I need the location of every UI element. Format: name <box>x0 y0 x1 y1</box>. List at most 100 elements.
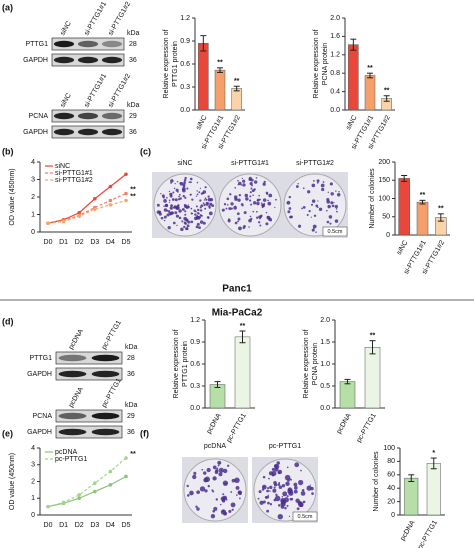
y-axis-label: PTTG1 protein <box>172 41 179 87</box>
point <box>124 198 128 203</box>
y-tick-label: 3 <box>31 462 35 469</box>
colony <box>199 209 203 212</box>
colony <box>245 197 249 201</box>
colony <box>186 494 190 497</box>
colony <box>234 221 238 225</box>
y-tick-label: 0.9 <box>180 38 190 45</box>
significance: ** <box>217 60 223 67</box>
colony <box>262 475 266 479</box>
y-tick-label: 40 <box>387 485 395 492</box>
panel-label: (c) <box>140 146 151 156</box>
colony <box>217 464 220 467</box>
colony <box>278 485 283 490</box>
colony <box>163 205 165 208</box>
colony <box>277 483 281 486</box>
cell-line: Mia-PaCa2 <box>212 308 263 319</box>
legend-label: pc-PTTG1 <box>55 456 87 463</box>
colony <box>293 482 298 487</box>
point <box>77 493 81 497</box>
x-tick-label: pcDNA <box>336 412 353 435</box>
y-tick-label: 1.0 <box>320 361 330 368</box>
colony <box>188 181 191 183</box>
colony <box>328 215 333 219</box>
bar <box>198 43 209 111</box>
y-tick-label: 100 <box>383 445 395 452</box>
bar <box>231 88 242 111</box>
kda-value: 29 <box>127 413 135 420</box>
kda-value: 36 <box>129 57 137 64</box>
colony <box>216 467 219 470</box>
colony <box>259 500 264 505</box>
colony <box>178 195 180 198</box>
band <box>91 354 120 362</box>
panel-label: (f) <box>140 428 149 438</box>
colony <box>294 485 298 490</box>
colony <box>249 191 252 194</box>
colony <box>183 203 187 207</box>
colony <box>269 485 273 490</box>
x-tick-label: pc-PTTG1 <box>226 412 248 444</box>
colony <box>281 495 284 498</box>
colony <box>231 508 234 511</box>
colony <box>180 227 184 232</box>
colony <box>295 185 299 188</box>
colony <box>235 485 240 490</box>
colony <box>321 187 325 192</box>
colony <box>189 193 192 196</box>
colony <box>287 487 293 493</box>
kda-unit: kDa <box>127 30 140 37</box>
colony <box>182 208 184 210</box>
y-axis-label: OD value (450nm) <box>9 168 16 225</box>
colony <box>160 216 164 220</box>
colony <box>275 198 277 201</box>
x-tick-label: pcDNA <box>206 412 223 435</box>
x-tick-label: D5 <box>122 239 131 246</box>
x-tick-label: D4 <box>106 239 115 246</box>
y-axis-label: OD value (450nm) <box>9 453 16 510</box>
band <box>101 128 123 136</box>
colony <box>170 179 174 183</box>
panel-label: (d) <box>2 316 14 326</box>
y-tick-label: 0.9 <box>190 339 200 346</box>
colony <box>223 468 228 474</box>
colony <box>223 203 227 206</box>
colony <box>273 481 277 485</box>
colony <box>239 497 241 500</box>
y-tick-label: 0 <box>391 512 395 519</box>
y-tick-label: 100 <box>378 195 390 202</box>
colony <box>258 221 261 224</box>
y-tick-label: 1.2 <box>190 317 200 324</box>
bar <box>404 477 419 516</box>
y-tick-label: 0.6 <box>180 61 190 68</box>
colony <box>228 509 232 513</box>
colony <box>267 199 269 202</box>
colony <box>198 213 200 215</box>
colony <box>204 489 208 493</box>
colony <box>186 187 189 190</box>
y-tick-label: 0.3 <box>190 383 200 390</box>
colony <box>167 210 171 213</box>
kda-value: 28 <box>129 41 137 48</box>
colony <box>200 204 204 208</box>
lane-label: pcDNA <box>68 328 85 351</box>
point <box>108 184 113 189</box>
colony <box>174 211 178 215</box>
colony <box>284 474 291 481</box>
colony <box>255 177 258 179</box>
dish-label: siNC <box>177 160 192 167</box>
colony <box>189 181 192 184</box>
colony <box>163 215 167 219</box>
point <box>124 172 128 177</box>
colony <box>212 509 216 513</box>
colony <box>168 199 171 202</box>
colony <box>165 204 168 207</box>
colony <box>327 191 329 194</box>
y-tick-label: 4 <box>31 445 35 452</box>
colony <box>215 498 218 501</box>
x-tick-label: pcDNA <box>399 519 416 542</box>
colony <box>330 201 334 205</box>
y-tick-label: 0.6 <box>190 361 200 368</box>
colony <box>182 194 185 198</box>
colony <box>238 492 242 495</box>
